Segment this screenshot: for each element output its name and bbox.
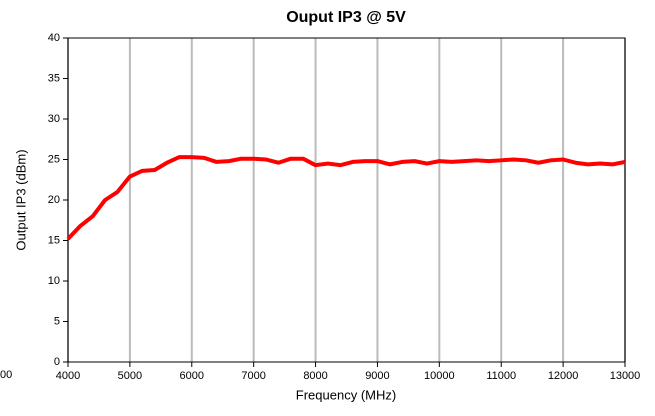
y-tick-label: 0	[54, 356, 60, 368]
y-tick-label: 30	[48, 113, 60, 125]
x-tick-label: 12000	[548, 370, 579, 382]
y-tick-label: 5	[54, 315, 60, 327]
y-tick-label: 25	[48, 153, 60, 165]
x-tick-label: 5000	[118, 370, 142, 382]
x-tick-label: 13000	[610, 370, 641, 382]
y-tick-label: 20	[48, 194, 60, 206]
y-tick-label: 15	[48, 234, 60, 246]
data-line	[66, 155, 626, 241]
x-tick-label: 9000	[365, 370, 389, 382]
y-axis-label: Output IP3 (dBm)	[13, 149, 28, 250]
x-tick-label: 8000	[303, 370, 327, 382]
x-tick-label: 11000	[486, 370, 516, 382]
annotation: 00	[0, 369, 12, 381]
x-axis-label: Frequency (MHz)	[296, 387, 396, 402]
y-tick-label: 10	[48, 275, 60, 287]
x-tick-label: 4000	[56, 370, 80, 382]
x-tick-label: 10000	[424, 370, 455, 382]
x-tick-label: 7000	[241, 370, 265, 382]
x-tick-label: 6000	[180, 370, 204, 382]
y-tick-label: 35	[48, 72, 60, 84]
y-tick-label: 40	[48, 32, 60, 44]
chart-title: Ouput IP3 @ 5V	[286, 9, 406, 26]
plot-frame	[67, 37, 626, 363]
